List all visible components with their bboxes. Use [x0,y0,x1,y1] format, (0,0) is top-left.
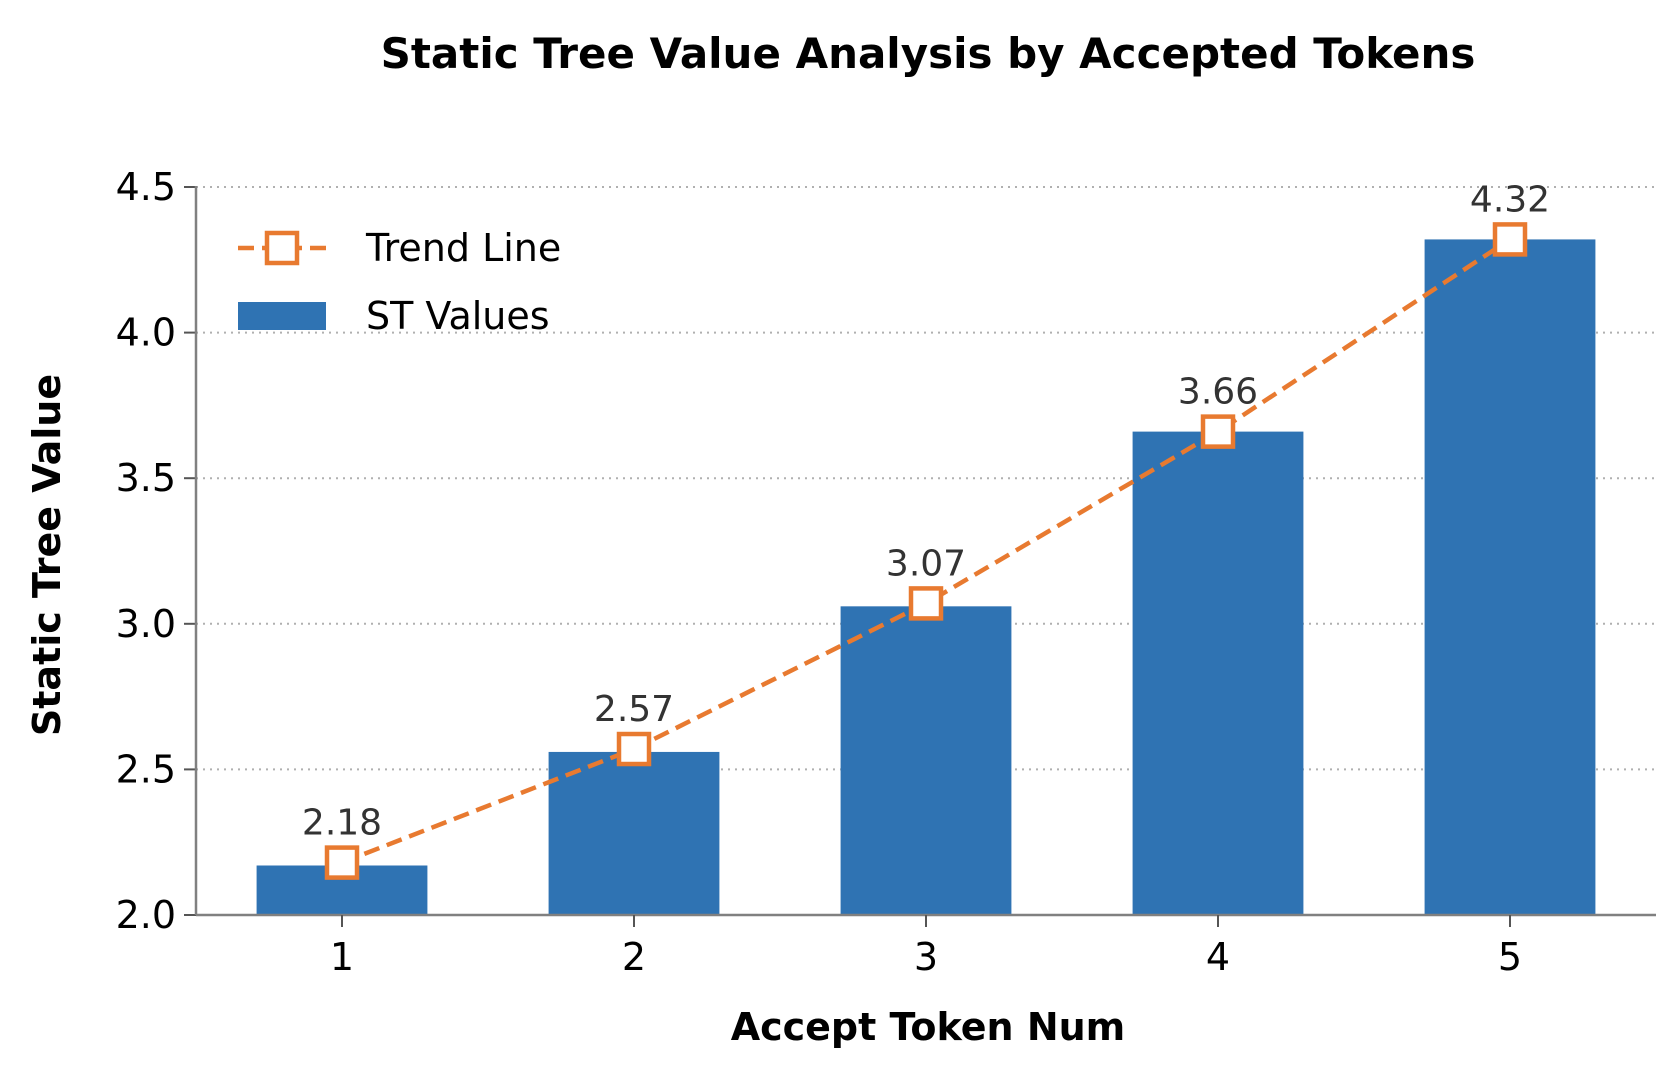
x-axis-label: Accept Token Num [731,1005,1126,1049]
bar [548,751,720,915]
data-label: 3.07 [886,543,966,584]
y-tick-label: 3.0 [116,602,176,646]
trend-line-group [324,222,1528,880]
y-tick-label: 2.5 [116,747,176,791]
legend-bar-label: ST Values [366,294,550,338]
trend-marker [908,586,944,621]
bar [840,606,1012,915]
axes: 2.0 2.5 3.0 3.5 4.0 4.5 1 2 3 4 5 [116,165,1656,979]
legend-trend-label: Trend Line [365,226,561,270]
x-tick-label: 3 [914,935,938,979]
data-label: 2.57 [594,689,674,730]
y-tick-label: 3.5 [116,456,176,500]
bars [256,239,1596,915]
data-label: 3.66 [1178,372,1258,413]
y-tick-label: 4.5 [116,165,176,209]
data-label: 2.18 [302,803,382,844]
data-label: 4.32 [1470,179,1550,220]
legend: Trend Line ST Values [238,226,561,338]
legend-trend-marker [264,230,300,266]
y-axis-label: Static Tree Value [25,374,69,736]
x-tick-label: 2 [622,935,646,979]
y-tick-label: 4.0 [116,311,176,355]
x-tick-label: 5 [1498,935,1522,979]
trend-marker [616,731,652,767]
data-labels: 2.18 2.57 3.07 3.66 4.32 [302,179,1550,843]
chart-title: Static Tree Value Analysis by Accepted T… [381,29,1476,78]
y-tick-label: 2.0 [116,893,176,937]
trend-marker [1492,222,1528,257]
bar [1132,431,1304,915]
legend-bar-swatch [238,302,326,330]
x-tick-label: 4 [1206,935,1230,979]
bar [1424,239,1596,915]
trend-marker [1200,414,1236,449]
trend-marker [324,845,360,880]
x-tick-label: 1 [330,935,354,979]
